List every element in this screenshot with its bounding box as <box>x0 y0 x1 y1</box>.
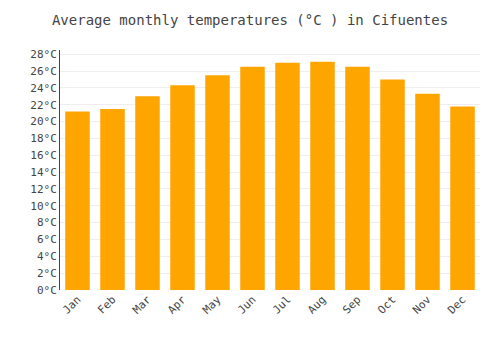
svg-text:May: May <box>200 293 224 317</box>
svg-text:Feb: Feb <box>95 293 118 316</box>
svg-text:14°C: 14°C <box>30 166 57 179</box>
svg-text:16°C: 16°C <box>30 149 57 162</box>
svg-text:Dec: Dec <box>445 293 468 316</box>
svg-text:Aug: Aug <box>305 293 328 316</box>
svg-text:22°C: 22°C <box>30 99 57 112</box>
svg-text:24°C: 24°C <box>30 82 57 95</box>
svg-text:10°C: 10°C <box>30 200 57 213</box>
svg-text:Jun: Jun <box>235 293 258 316</box>
svg-text:2°C: 2°C <box>37 267 57 280</box>
svg-text:Nov: Nov <box>410 293 434 317</box>
svg-text:Jan: Jan <box>60 293 83 316</box>
svg-text:Apr: Apr <box>165 293 189 317</box>
svg-text:20°C: 20°C <box>30 115 57 128</box>
svg-text:Sep: Sep <box>340 293 363 316</box>
svg-text:0°C: 0°C <box>37 284 57 297</box>
svg-text:Jul: Jul <box>270 293 293 316</box>
svg-text:Oct: Oct <box>375 293 398 316</box>
svg-text:12°C: 12°C <box>30 183 57 196</box>
svg-text:28°C: 28°C <box>30 48 57 61</box>
svg-text:Mar: Mar <box>130 293 154 317</box>
svg-text:Average monthly temperatures (: Average monthly temperatures (°C ) in Ci… <box>52 12 448 28</box>
svg-text:8°C: 8°C <box>37 216 57 229</box>
svg-text:6°C: 6°C <box>37 233 57 246</box>
svg-text:26°C: 26°C <box>30 65 57 78</box>
svg-text:4°C: 4°C <box>37 250 57 263</box>
svg-text:18°C: 18°C <box>30 132 57 145</box>
